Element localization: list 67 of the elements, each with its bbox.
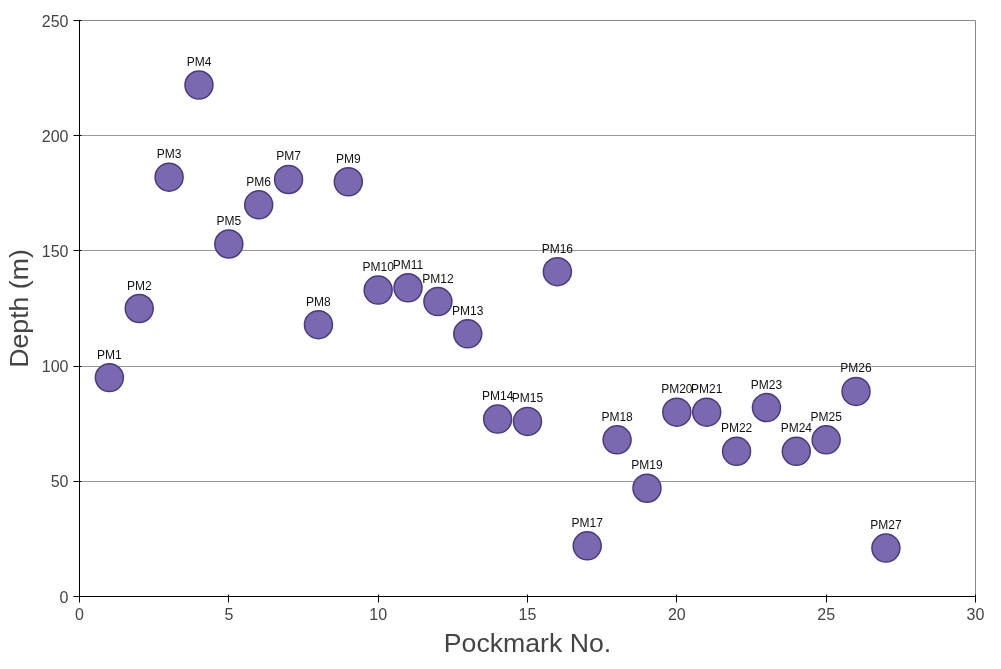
point	[333, 167, 364, 197]
x-tick-label: 20	[667, 605, 686, 623]
y-tick-label: 250	[41, 12, 69, 30]
annotation: PM12	[422, 271, 454, 286]
annotation: PM7	[276, 149, 302, 164]
point	[214, 229, 244, 259]
annotation: PM20	[661, 382, 693, 397]
annotation: PM18	[601, 409, 634, 424]
x-tick-label: 30	[966, 605, 985, 623]
annotation: PM17	[571, 515, 604, 530]
point	[871, 533, 901, 563]
point	[721, 436, 752, 467]
annotation: PM27	[870, 518, 902, 533]
point	[691, 397, 722, 427]
point	[363, 275, 393, 305]
point	[632, 473, 662, 503]
point	[393, 273, 423, 303]
point	[781, 436, 812, 467]
point	[602, 425, 632, 455]
point	[841, 376, 871, 407]
y-tick-label: 0	[59, 588, 69, 606]
point	[542, 256, 573, 287]
annotation: PM2	[126, 278, 152, 293]
annotation: PM5	[216, 213, 242, 228]
y-tick-label: 100	[41, 358, 69, 376]
annotation: PM23	[750, 377, 783, 392]
x-tick-label: 15	[518, 605, 537, 623]
x-tick-label: 5	[224, 605, 234, 623]
annotation: PM26	[840, 361, 873, 376]
annotation: PM21	[691, 382, 723, 397]
annotation: PM8	[306, 294, 332, 309]
y-tick-label: 200	[41, 127, 69, 145]
point	[453, 319, 483, 349]
y-tick-label: 50	[50, 473, 69, 491]
point	[512, 406, 543, 437]
annotation: PM16	[541, 241, 574, 256]
x-axis-title: Pockmark No.	[443, 627, 612, 658]
annotation: PM15	[511, 391, 544, 406]
annotation: PM6	[246, 174, 272, 189]
point	[303, 309, 334, 340]
point	[482, 404, 513, 434]
point	[572, 531, 602, 561]
annotation: PM4	[186, 55, 212, 70]
x-tick-label: 25	[817, 605, 836, 623]
annotation: PM9	[335, 151, 361, 166]
x-tick-label: 0	[75, 605, 85, 623]
point	[751, 392, 782, 423]
point	[273, 164, 304, 195]
annotation: PM25	[810, 409, 843, 424]
annotation: PM13	[452, 303, 484, 318]
point	[94, 362, 125, 393]
point	[124, 293, 154, 324]
point	[154, 162, 184, 192]
annotation: PM3	[156, 147, 182, 162]
point	[184, 70, 214, 100]
point	[423, 286, 453, 317]
y-axis-title: Depth (m)	[3, 249, 34, 368]
annotation: PM1	[97, 347, 123, 362]
point	[662, 397, 692, 427]
annotation: PM22	[720, 421, 753, 436]
x-tick-label: 10	[369, 605, 388, 623]
y-tick-label: 150	[41, 242, 69, 260]
annotation: PM11	[392, 257, 424, 272]
point	[243, 190, 274, 220]
point	[811, 425, 841, 455]
annotation: PM19	[631, 458, 663, 473]
annotation: PM24	[780, 421, 813, 436]
